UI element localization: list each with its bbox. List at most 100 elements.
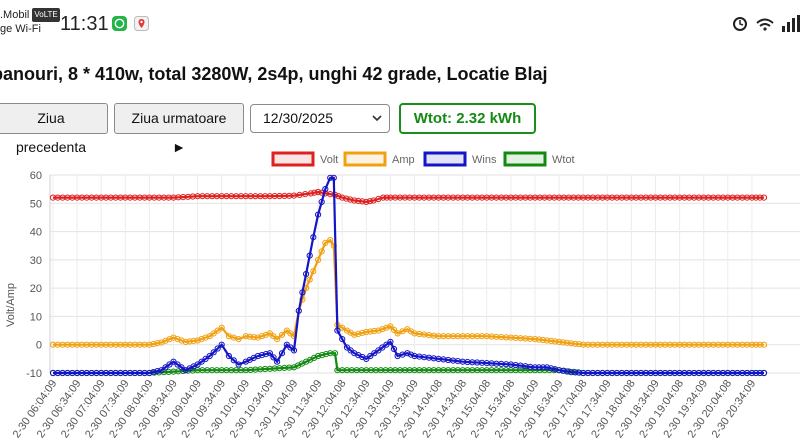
legend-label: Volt: [320, 154, 338, 166]
legend-swatch: [271, 151, 315, 167]
whatsapp-icon: [112, 16, 127, 31]
chevron-down-icon: [371, 105, 383, 142]
data-point: [748, 194, 756, 201]
data-point: [242, 333, 249, 340]
data-point: [564, 339, 571, 346]
y-tick-label: 20: [30, 283, 42, 295]
y-axis-label: Volt/Amp: [5, 283, 17, 327]
data-point: [367, 352, 374, 360]
data-point: [218, 341, 225, 348]
data-point: [756, 369, 764, 377]
data-point: [564, 368, 571, 375]
data-point: [310, 234, 317, 241]
data-point: [568, 369, 575, 376]
data-point: [218, 324, 225, 331]
next-day-button[interactable]: Ziua urmatoare ►: [114, 103, 244, 155]
data-point: [214, 327, 221, 334]
data-point: [576, 341, 583, 348]
legend-item-volt[interactable]: Volt: [271, 151, 338, 167]
data-point: [576, 369, 583, 376]
wifi-calling-label: ge Wi-Fi: [0, 23, 41, 35]
data-point: [760, 194, 768, 201]
data-point: [230, 357, 237, 364]
data-point: [543, 364, 551, 371]
data-point: [556, 338, 563, 345]
data-point: [146, 369, 153, 377]
data-point: [319, 352, 326, 359]
data-point: [202, 334, 209, 341]
data-point: [170, 334, 177, 341]
data-point: [194, 361, 201, 368]
data-point: [322, 186, 329, 193]
data-point: [306, 276, 313, 283]
data-point: [299, 289, 306, 296]
data-point: [560, 367, 567, 374]
data-point: [295, 307, 302, 314]
legend-label: Wins: [472, 154, 497, 166]
y-tick-label: 10: [30, 311, 42, 323]
legend-item-wins[interactable]: Wins: [423, 151, 497, 167]
data-point: [162, 337, 169, 344]
data-point: [315, 211, 322, 218]
data-point: [568, 340, 575, 347]
data-point: [756, 194, 764, 201]
data-point: [383, 341, 390, 348]
data-point: [318, 198, 325, 206]
previous-day-button[interactable]: Ziua precedenta: [0, 103, 108, 155]
data-point: [262, 331, 269, 338]
data-point: [351, 197, 358, 204]
wifi-icon: [756, 18, 774, 31]
alarm-icon: [733, 17, 747, 31]
legend-item-amp[interactable]: Amp: [343, 151, 415, 167]
data-point: [206, 352, 213, 360]
legend-swatch: [343, 151, 387, 167]
series-wins: [49, 174, 768, 377]
series-line-amp: [53, 238, 764, 346]
data-point: [254, 352, 261, 360]
data-point: [363, 355, 370, 362]
data-point: [351, 331, 358, 338]
data-point: [531, 336, 539, 343]
status-icons: [733, 15, 800, 32]
data-point: [274, 358, 281, 365]
data-point: [323, 351, 330, 358]
data-point: [306, 252, 313, 259]
data-point: [379, 326, 386, 333]
data-point: [760, 369, 768, 377]
legend-swatch: [503, 151, 547, 167]
data-point: [560, 339, 567, 346]
y-tick-label: 30: [30, 255, 42, 267]
data-point: [748, 341, 756, 348]
data-point: [315, 256, 322, 264]
data-point: [367, 328, 374, 335]
y-axis-ticks: -10 0 10 20 30 40 50 60: [26, 170, 42, 380]
data-point: [327, 174, 334, 181]
data-point: [748, 369, 756, 377]
status-bar: .Mobil VoLTE ge Wi-Fi 11:31: [0, 0, 800, 50]
data-point: [254, 334, 261, 341]
data-point: [154, 368, 161, 375]
data-point: [266, 350, 273, 357]
data-point: [310, 268, 317, 275]
legend-swatch: [423, 151, 467, 167]
date-select[interactable]: 12/30/2025: [250, 104, 390, 133]
data-point: [380, 194, 387, 201]
data-point: [170, 358, 177, 365]
data-point: [552, 338, 559, 345]
data-point: [311, 189, 318, 196]
data-point: [296, 191, 303, 199]
legend-item-wtot[interactable]: Wtot: [503, 151, 575, 167]
data-point: [250, 334, 257, 341]
data-point: [339, 336, 346, 343]
data-point: [531, 364, 539, 371]
data-point: [339, 194, 346, 201]
status-time: 11:31: [60, 13, 109, 35]
data-point: [535, 336, 543, 343]
data-point: [246, 333, 253, 340]
data-point: [548, 365, 555, 372]
data-point: [375, 327, 382, 334]
data-point: [146, 341, 153, 348]
chart-legend: Volt Amp Wins Wtot: [271, 151, 575, 167]
data-point: [359, 329, 366, 336]
data-point: [214, 345, 221, 352]
